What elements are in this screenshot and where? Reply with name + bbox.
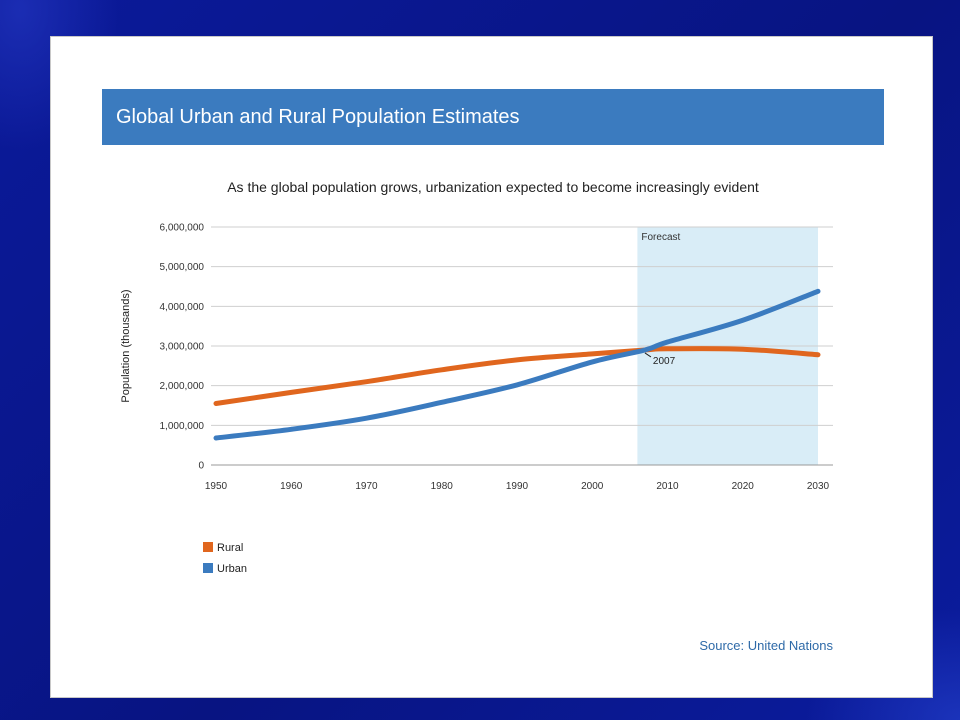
annotation-pointer — [644, 352, 652, 358]
legend-label-urban: Urban — [217, 563, 247, 575]
x-tick-label: 1960 — [280, 481, 303, 492]
y-tick-label: 1,000,000 — [160, 421, 205, 432]
legend: Rural Urban — [203, 542, 247, 575]
series-lines — [213, 288, 821, 441]
legend-swatch-rural — [203, 542, 213, 552]
y-tick-label: 0 — [198, 461, 204, 472]
x-axis-ticks: 1950 1960 1970 1980 1990 2000 2010 2020 2030 — [205, 481, 830, 492]
chart-subtitle: As the global population grows, urbaniza… — [227, 179, 759, 195]
grid-lines — [211, 226, 833, 466]
title-band: Global Urban and Rural Population Estima… — [102, 89, 884, 145]
slide-panel: Global Urban and Rural Population Estima… — [50, 36, 933, 698]
y-axis-title: Population (thousands) — [120, 289, 132, 402]
y-tick-label: 2,000,000 — [160, 381, 205, 392]
x-tick-label: 1950 — [205, 481, 228, 492]
x-tick-label: 1970 — [355, 481, 378, 492]
annotation-2007: 2007 — [644, 352, 676, 367]
x-tick-label: 1990 — [506, 481, 529, 492]
y-axis-ticks: 0 1,000,000 2,000,000 3,000,000 4,000,000 5,0… — [160, 223, 205, 472]
x-tick-label: 2020 — [732, 481, 755, 492]
series-line-rural — [213, 346, 821, 406]
y-tick-label: 5,000,000 — [160, 262, 205, 273]
y-tick-label: 6,000,000 — [160, 223, 205, 234]
y-tick-label: 4,000,000 — [160, 302, 205, 313]
legend-swatch-urban — [203, 563, 213, 573]
x-tick-label: 2030 — [807, 481, 830, 492]
y-tick-label: 3,000,000 — [160, 342, 205, 353]
forecast-label: Forecast — [641, 232, 680, 243]
x-tick-label: 2010 — [656, 481, 679, 492]
legend-label-rural: Rural — [217, 542, 243, 554]
x-tick-label: 1980 — [431, 481, 454, 492]
source-note: Source: United Nations — [699, 638, 833, 653]
chart-title: Global Urban and Rural Population Estima… — [116, 106, 520, 128]
x-tick-label: 2000 — [581, 481, 604, 492]
series-line-urban — [213, 288, 821, 441]
chart-canvas: As the global population grows, urbaniza… — [120, 179, 833, 653]
annotation-label: 2007 — [653, 356, 676, 367]
